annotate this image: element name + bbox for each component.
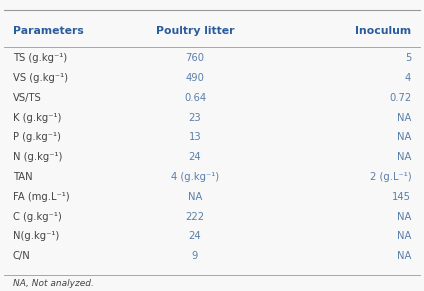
Text: NA: NA (397, 113, 411, 123)
Text: VS (g.kg⁻¹): VS (g.kg⁻¹) (13, 73, 68, 83)
Text: FA (mg.L⁻¹): FA (mg.L⁻¹) (13, 192, 70, 202)
Text: NA: NA (397, 152, 411, 162)
Text: 760: 760 (186, 53, 204, 63)
Text: N (g.kg⁻¹): N (g.kg⁻¹) (13, 152, 62, 162)
Text: Parameters: Parameters (13, 26, 84, 36)
Text: 5: 5 (405, 53, 411, 63)
Text: NA: NA (397, 212, 411, 221)
Text: C/N: C/N (13, 251, 31, 261)
Text: 9: 9 (192, 251, 198, 261)
Text: 13: 13 (189, 132, 201, 142)
Text: NA: NA (397, 132, 411, 142)
Text: 24: 24 (189, 152, 201, 162)
Text: K (g.kg⁻¹): K (g.kg⁻¹) (13, 113, 61, 123)
Text: VS/TS: VS/TS (13, 93, 42, 103)
Text: NA, Not analyzed.: NA, Not analyzed. (13, 279, 94, 288)
Text: 4 (g.kg⁻¹): 4 (g.kg⁻¹) (171, 172, 219, 182)
Text: 145: 145 (392, 192, 411, 202)
Text: NA: NA (397, 231, 411, 241)
Text: TS (g.kg⁻¹): TS (g.kg⁻¹) (13, 53, 67, 63)
Text: 2 (g.L⁻¹): 2 (g.L⁻¹) (370, 172, 411, 182)
Text: NA: NA (188, 192, 202, 202)
Text: P (g.kg⁻¹): P (g.kg⁻¹) (13, 132, 61, 142)
Text: 4: 4 (405, 73, 411, 83)
Text: NA: NA (397, 251, 411, 261)
Text: Poultry litter: Poultry litter (156, 26, 234, 36)
Text: 490: 490 (186, 73, 204, 83)
Text: N(g.kg⁻¹): N(g.kg⁻¹) (13, 231, 59, 241)
Text: TAN: TAN (13, 172, 32, 182)
Text: Inoculum: Inoculum (355, 26, 411, 36)
Text: 23: 23 (189, 113, 201, 123)
Text: 222: 222 (185, 212, 205, 221)
Text: C (g.kg⁻¹): C (g.kg⁻¹) (13, 212, 61, 221)
Text: 0.72: 0.72 (389, 93, 411, 103)
Text: 0.64: 0.64 (184, 93, 206, 103)
Text: 24: 24 (189, 231, 201, 241)
